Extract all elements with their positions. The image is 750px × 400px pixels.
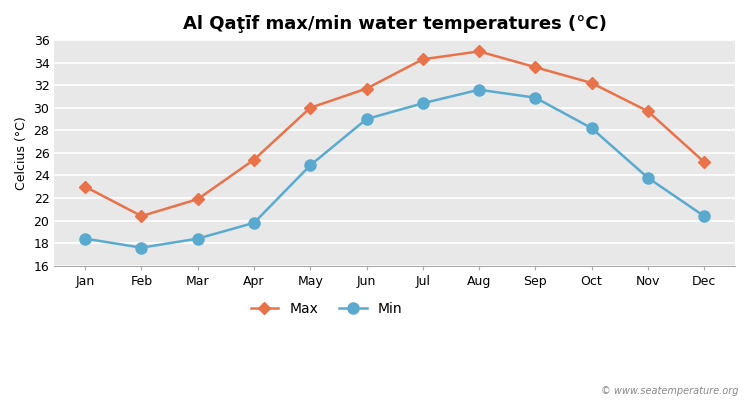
Max [644,109,652,114]
Min [137,245,146,250]
Max [81,184,90,189]
Max [362,86,371,91]
Max [194,197,202,202]
Line: Max: Max [81,47,708,220]
Line: Min: Min [80,84,710,253]
Max [475,49,484,54]
Max [306,105,315,110]
Min [81,236,90,241]
Min [362,117,371,122]
Min [306,163,315,168]
Max [700,160,709,164]
Legend: Max, Min: Max, Min [245,297,408,322]
Min [194,236,202,241]
Min [587,126,596,130]
Title: Al Qaţīf max/min water temperatures (°C): Al Qaţīf max/min water temperatures (°C) [183,15,607,33]
Min [531,95,540,100]
Y-axis label: Celcius (°C): Celcius (°C) [15,116,28,190]
Max [587,80,596,85]
Max [250,157,259,162]
Min [644,175,652,180]
Min [475,87,484,92]
Min [700,214,709,218]
Max [531,65,540,70]
Max [137,214,146,218]
Text: © www.seatemperature.org: © www.seatemperature.org [602,386,739,396]
Max [419,57,428,62]
Min [250,220,259,225]
Min [419,101,428,106]
